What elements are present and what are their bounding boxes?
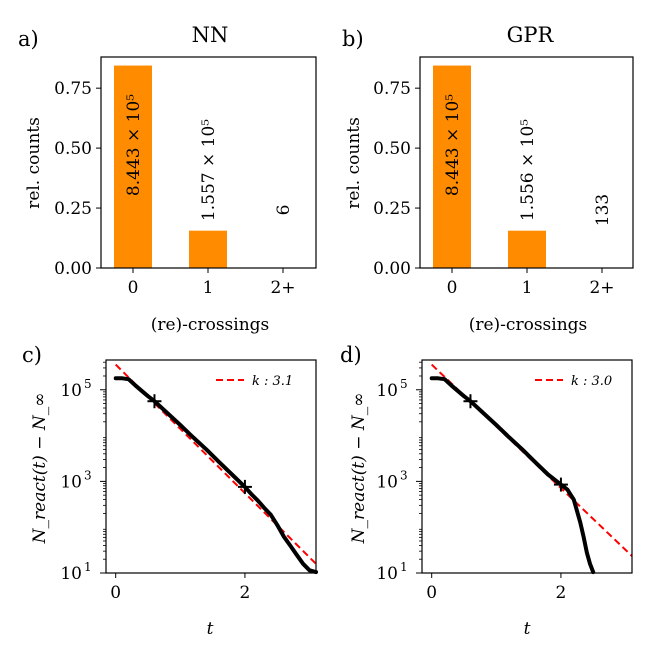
panel-letter-b: b) [342, 27, 364, 51]
ytick-exp-d-2: 5 [400, 377, 408, 391]
xlabel-d: t [524, 619, 531, 639]
marker-c-1 [237, 479, 252, 494]
ytick-label-b-0: 0.00 [373, 259, 411, 279]
ytick-label-d-2: 10 [376, 381, 398, 401]
xtick-label-a-2: 2+ [270, 278, 295, 298]
panel-title-b: GPR [507, 23, 555, 47]
ytick-exp-c-2: 5 [84, 377, 92, 391]
marker-d-0 [463, 394, 478, 409]
xtick-label-b-1: 1 [522, 278, 533, 298]
legend-label-d: k : 3.0 [571, 374, 612, 389]
marker-d-1 [553, 477, 568, 492]
xlabel-a: (re)-crossings [151, 315, 270, 335]
ticks-b: 0 1 2+ 0.00 0.25 0.50 0.75 [373, 79, 614, 298]
ytick-label-b-1: 0.25 [373, 199, 411, 219]
data-series-d [429, 376, 596, 575]
bar-a-0 [114, 65, 152, 269]
bars-b [433, 65, 621, 269]
ytick-label-b-2: 0.50 [373, 139, 411, 159]
ytick-label-c-2: 10 [60, 381, 82, 401]
ytick-label-c-1: 10 [60, 472, 82, 492]
panel-b-bar-chart: b) GPR 8.443 × 10⁵ 1.556 × 10⁵ 133 0 1 2+ 0.0… [342, 23, 634, 335]
bar-label-a-0: 8.443 × 10⁵ [124, 94, 144, 196]
panel-letter-c: c) [22, 343, 42, 367]
bar-label-a-1: 1.557 × 10⁵ [199, 119, 219, 221]
series-line-d [429, 376, 596, 575]
xtick-label-b-2: 2+ [589, 278, 614, 298]
ytick-label-d-1: 10 [376, 472, 398, 492]
markers-c [147, 394, 252, 494]
xtick-label-c-1: 2 [240, 583, 251, 603]
ylabel-a: rel. counts [24, 117, 44, 209]
panel-title-a: NN [192, 23, 229, 47]
legend-label-c: k : 3.1 [252, 374, 293, 389]
ytick-label-a-1: 0.25 [54, 199, 92, 219]
axes-frame-c [105, 359, 317, 574]
legend-c: k : 3.1 [216, 374, 293, 389]
ytick-exp-d-0: 1 [400, 560, 408, 574]
panel-a-bar-chart: a) NN 8.443 × 10⁵ 1.557 × 10⁵ 6 0 1 2+ 0.00 0.… [18, 23, 317, 335]
ytick-label-a-0: 0.00 [54, 259, 92, 279]
xtick-label-a-1: 1 [203, 278, 214, 298]
xlabel-c: t [207, 619, 214, 639]
ylabel-c: N_react(t) − N_∞ [30, 393, 50, 545]
bar-label-b-0: 8.443 × 10⁵ [443, 94, 463, 196]
panel-letter-d: d) [340, 343, 362, 367]
ytick-exp-c-0: 1 [84, 560, 92, 574]
ytick-exp-d-1: 3 [400, 468, 408, 482]
panel-letter-a: a) [18, 27, 39, 51]
ylabel-d: N_react(t) − N_∞ [349, 393, 369, 545]
bar-b-0 [433, 65, 471, 269]
bar-a-1 [189, 230, 227, 268]
xtick-label-d-0: 0 [426, 583, 437, 603]
ticks-a: 0 1 2+ 0.00 0.25 0.50 0.75 [54, 79, 295, 298]
ytick-label-a-2: 0.50 [54, 139, 92, 159]
ytick-label-a-3: 0.75 [54, 79, 92, 99]
xtick-label-d-1: 2 [556, 583, 567, 603]
bar-label-b-1: 1.556 × 10⁵ [518, 119, 538, 221]
bar-label-a-2: 6 [274, 205, 294, 216]
ytick-label-d-0: 10 [376, 564, 398, 584]
bar-labels-a: 8.443 × 10⁵ 1.557 × 10⁵ 6 [124, 94, 294, 221]
ytick-label-b-3: 0.75 [373, 79, 411, 99]
xtick-label-b-0: 0 [447, 278, 458, 298]
xtick-label-a-0: 0 [128, 278, 139, 298]
data-series-c [113, 376, 318, 575]
bars-a [114, 65, 302, 269]
ylabel-b: rel. counts [344, 117, 364, 209]
markers-d [463, 394, 568, 492]
xtick-label-c-0: 0 [110, 583, 121, 603]
xlabel-b: (re)-crossings [469, 315, 588, 335]
marker-c-0 [147, 394, 162, 409]
ytick-label-c-0: 10 [60, 564, 82, 584]
axes-frame-d [421, 359, 633, 574]
series-line-c [113, 376, 318, 575]
bar-b-1 [508, 230, 546, 268]
bar-label-b-2: 133 [593, 194, 613, 226]
bar-labels-b: 8.443 × 10⁵ 1.556 × 10⁵ 133 [443, 94, 613, 226]
legend-d: k : 3.0 [535, 374, 612, 389]
ytick-exp-c-1: 3 [84, 468, 92, 482]
